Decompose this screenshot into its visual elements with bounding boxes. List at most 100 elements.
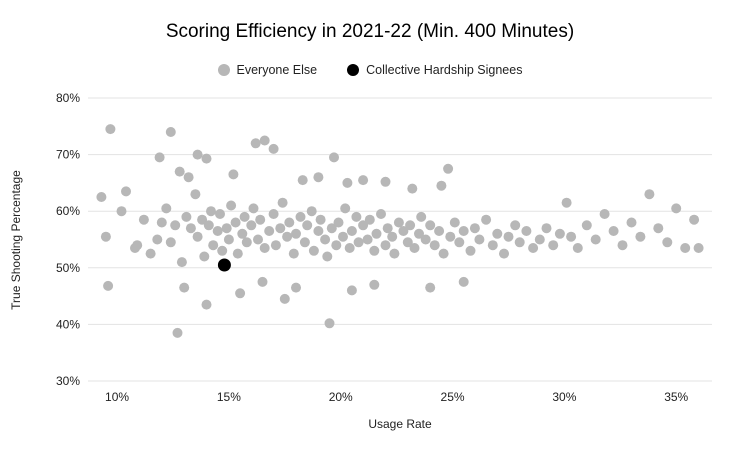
scatter-point-everyone-else[interactable]	[528, 243, 539, 253]
scatter-point-everyone-else[interactable]	[458, 276, 469, 287]
scatter-point-everyone-else[interactable]	[241, 237, 252, 248]
scatter-point-everyone-else[interactable]	[181, 211, 192, 222]
scatter-point-everyone-else[interactable]	[449, 217, 460, 228]
scatter-point-everyone-else[interactable]	[351, 211, 362, 222]
scatter-point-everyone-else[interactable]	[333, 217, 344, 228]
scatter-point-everyone-else[interactable]	[353, 237, 364, 248]
scatter-point-everyone-else[interactable]	[284, 217, 295, 228]
scatter-point-everyone-else[interactable]	[548, 240, 559, 251]
scatter-point-everyone-else[interactable]	[454, 237, 465, 248]
scatter-point-everyone-else[interactable]	[288, 248, 299, 259]
scatter-point-everyone-else[interactable]	[259, 135, 270, 146]
scatter-point-everyone-else[interactable]	[154, 152, 165, 163]
scatter-point-everyone-else[interactable]	[371, 228, 382, 239]
scatter-point-everyone-else[interactable]	[176, 257, 187, 268]
scatter-point-everyone-else[interactable]	[174, 166, 185, 177]
scatter-point-everyone-else[interactable]	[96, 192, 107, 202]
scatter-point-everyone-else[interactable]	[138, 214, 149, 225]
scatter-point-everyone-else[interactable]	[185, 223, 196, 234]
scatter-point-everyone-else[interactable]	[324, 318, 335, 329]
scatter-point-everyone-else[interactable]	[228, 169, 239, 180]
scatter-point-everyone-else[interactable]	[270, 240, 281, 251]
scatter-point-everyone-else[interactable]	[313, 226, 324, 236]
scatter-point-everyone-else[interactable]	[152, 234, 163, 245]
scatter-point-everyone-else[interactable]	[299, 237, 310, 248]
scatter-point-everyone-else[interactable]	[407, 183, 418, 194]
scatter-point-everyone-else[interactable]	[465, 245, 476, 256]
scatter-point-everyone-else[interactable]	[255, 214, 266, 225]
scatter-point-everyone-else[interactable]	[235, 288, 246, 299]
scatter-point-everyone-else[interactable]	[100, 231, 111, 242]
scatter-point-everyone-else[interactable]	[416, 211, 427, 222]
scatter-point-everyone-else[interactable]	[346, 226, 357, 236]
scatter-point-everyone-else[interactable]	[405, 220, 416, 231]
scatter-point-everyone-else[interactable]	[248, 203, 259, 214]
scatter-point-everyone-else[interactable]	[671, 203, 682, 214]
scatter-point-everyone-else[interactable]	[165, 127, 176, 137]
scatter-point-everyone-else[interactable]	[183, 172, 194, 183]
scatter-point-everyone-else[interactable]	[199, 251, 210, 262]
scatter-point-everyone-else[interactable]	[387, 231, 398, 242]
scatter-point-everyone-else[interactable]	[282, 231, 293, 242]
scatter-point-everyone-else[interactable]	[192, 149, 203, 160]
scatter-point-everyone-else[interactable]	[320, 234, 331, 245]
scatter-point-everyone-else[interactable]	[331, 240, 342, 251]
scatter-point-everyone-else[interactable]	[308, 245, 319, 256]
scatter-point-everyone-else[interactable]	[201, 299, 212, 310]
scatter-point-everyone-else[interactable]	[295, 211, 306, 222]
scatter-point-everyone-else[interactable]	[554, 228, 565, 239]
scatter-point-everyone-else[interactable]	[572, 243, 583, 253]
scatter-point-everyone-else[interactable]	[445, 231, 456, 242]
scatter-point-everyone-else[interactable]	[291, 282, 301, 293]
scatter-point-everyone-else[interactable]	[653, 223, 664, 234]
scatter-point-signee[interactable]	[217, 258, 231, 272]
scatter-point-everyone-else[interactable]	[342, 177, 353, 188]
scatter-point-everyone-else[interactable]	[420, 234, 431, 245]
scatter-point-everyone-else[interactable]	[425, 282, 436, 293]
scatter-point-everyone-else[interactable]	[534, 234, 545, 245]
scatter-point-everyone-else[interactable]	[409, 243, 420, 253]
scatter-point-everyone-else[interactable]	[246, 220, 257, 231]
scatter-point-everyone-else[interactable]	[358, 220, 369, 231]
scatter-point-everyone-else[interactable]	[232, 248, 243, 259]
scatter-point-everyone-else[interactable]	[402, 237, 413, 248]
scatter-point-everyone-else[interactable]	[103, 280, 114, 291]
scatter-point-everyone-else[interactable]	[362, 234, 373, 245]
scatter-point-everyone-else[interactable]	[221, 223, 232, 234]
scatter-point-everyone-else[interactable]	[268, 209, 279, 219]
scatter-point-everyone-else[interactable]	[617, 240, 628, 251]
scatter-point-everyone-else[interactable]	[121, 186, 131, 197]
scatter-point-everyone-else[interactable]	[172, 327, 183, 338]
scatter-point-everyone-else[interactable]	[264, 226, 275, 236]
scatter-point-everyone-else[interactable]	[414, 228, 424, 239]
scatter-point-everyone-else[interactable]	[346, 285, 357, 296]
scatter-point-everyone-else[interactable]	[680, 243, 691, 253]
scatter-point-everyone-else[interactable]	[380, 176, 391, 187]
scatter-point-everyone-else[interactable]	[206, 206, 216, 217]
scatter-point-everyone-else[interactable]	[521, 226, 532, 236]
scatter-point-everyone-else[interactable]	[566, 231, 577, 242]
scatter-point-everyone-else[interactable]	[197, 214, 208, 225]
scatter-point-everyone-else[interactable]	[436, 180, 447, 191]
scatter-point-everyone-else[interactable]	[279, 293, 290, 304]
scatter-point-everyone-else[interactable]	[170, 220, 181, 231]
scatter-point-everyone-else[interactable]	[590, 234, 601, 245]
scatter-point-everyone-else[interactable]	[644, 189, 655, 200]
scatter-point-everyone-else[interactable]	[689, 214, 700, 225]
scatter-point-everyone-else[interactable]	[425, 220, 436, 231]
scatter-point-everyone-else[interactable]	[338, 231, 348, 242]
scatter-point-everyone-else[interactable]	[192, 231, 203, 242]
scatter-point-everyone-else[interactable]	[257, 276, 268, 287]
scatter-point-everyone-else[interactable]	[277, 197, 288, 208]
scatter-point-everyone-else[interactable]	[306, 206, 317, 217]
scatter-point-everyone-else[interactable]	[481, 214, 492, 225]
scatter-point-everyone-else[interactable]	[161, 203, 172, 214]
scatter-point-everyone-else[interactable]	[608, 226, 619, 236]
scatter-point-everyone-else[interactable]	[275, 223, 286, 234]
scatter-point-everyone-else[interactable]	[369, 245, 380, 256]
scatter-point-everyone-else[interactable]	[315, 214, 326, 225]
scatter-point-everyone-else[interactable]	[561, 197, 572, 208]
scatter-point-everyone-else[interactable]	[165, 237, 176, 248]
scatter-point-everyone-else[interactable]	[541, 223, 552, 234]
scatter-point-everyone-else[interactable]	[376, 209, 386, 219]
